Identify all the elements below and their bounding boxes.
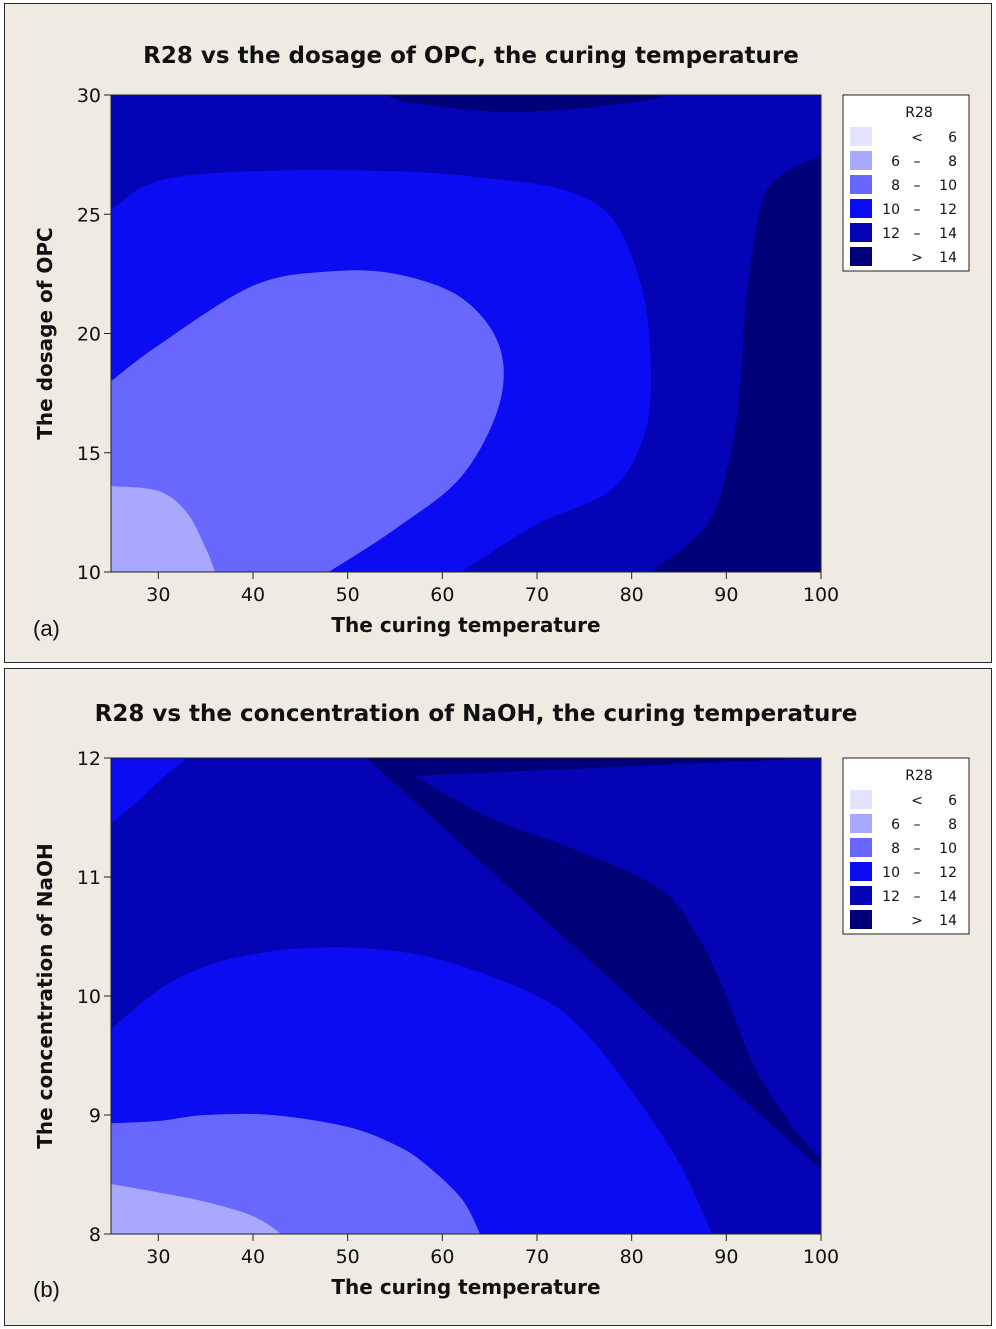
- chart-panel-a: R28 vs the dosage of OPC, the curing tem…: [4, 3, 992, 663]
- legend-low: 8: [891, 841, 900, 857]
- legend-high: 8: [948, 817, 957, 833]
- legend-high: 8: [948, 154, 957, 170]
- x-tick-label: 90: [714, 584, 738, 606]
- y-tick-label: 30: [77, 85, 101, 107]
- legend-operator: >: [911, 250, 923, 266]
- y-tick-label: 10: [77, 562, 101, 584]
- y-tick-label: 20: [77, 324, 101, 346]
- legend-low: 8: [891, 178, 900, 194]
- legend-swatch: [850, 862, 872, 881]
- legend-low: 6: [891, 817, 900, 833]
- legend-swatch: [850, 838, 872, 857]
- contour-region-level-5: [366, 758, 821, 1169]
- x-axis-label: The curing temperature: [331, 1275, 600, 1299]
- y-tick-label: 9: [89, 1105, 101, 1127]
- contour-region-level-1: [111, 1184, 282, 1234]
- legend-operator: –: [914, 154, 921, 170]
- chart-title: R28 vs the concentration of NaOH, the cu…: [95, 701, 858, 727]
- y-axis-label: The concentration of NaOH: [33, 843, 57, 1149]
- x-tick-label: 70: [525, 584, 549, 606]
- legend-operator: –: [914, 889, 921, 905]
- y-tick-label: 8: [89, 1224, 101, 1246]
- legend-high: 10: [939, 178, 957, 194]
- x-axis-label: The curing temperature: [331, 613, 600, 637]
- legend-high: 12: [939, 202, 957, 218]
- y-tick-label: 25: [77, 204, 101, 226]
- legend-operator: –: [914, 178, 921, 194]
- x-tick-label: 30: [146, 1246, 170, 1268]
- x-tick-label: 70: [525, 1246, 549, 1268]
- contour-regions: [111, 95, 821, 572]
- legend-high: 14: [939, 889, 957, 905]
- x-tick-label: 100: [803, 1246, 839, 1268]
- legend-swatch: [850, 814, 872, 833]
- x-tick-label: 100: [803, 584, 839, 606]
- x-tick-label: 60: [430, 584, 454, 606]
- legend-operator: –: [914, 226, 921, 242]
- legend-high: 14: [939, 226, 957, 242]
- y-axis-label: The dosage of OPC: [33, 227, 57, 439]
- legend-swatch: [850, 175, 872, 194]
- legend-operator: –: [914, 202, 921, 218]
- y-tick-label: 10: [77, 986, 101, 1008]
- legend-high: 6: [948, 130, 957, 146]
- legend-low: 12: [882, 226, 900, 242]
- contour-region-level-2: [111, 270, 504, 572]
- legend-high: 14: [939, 250, 957, 266]
- legend-swatch: [850, 127, 872, 146]
- contour-chart-b: R28 vs the concentration of NaOH, the cu…: [33, 701, 970, 1299]
- x-tick-label: 30: [146, 584, 170, 606]
- legend-operator: >: [911, 913, 923, 929]
- legend-swatch: [850, 886, 872, 905]
- legend-high: 10: [939, 841, 957, 857]
- contour-region-level-1: [111, 486, 216, 572]
- legend-low: 10: [882, 202, 900, 218]
- legend-title: R28: [905, 105, 933, 121]
- chart-title: R28 vs the dosage of OPC, the curing tem…: [143, 43, 799, 69]
- legend-high: 12: [939, 865, 957, 881]
- legend-swatch: [850, 910, 872, 929]
- contour-region-level-5: [385, 95, 661, 112]
- contour-region-level-3: [111, 758, 187, 824]
- legend-high: 6: [948, 793, 957, 809]
- x-tick-label: 50: [336, 1246, 360, 1268]
- x-tick-label: 50: [336, 584, 360, 606]
- legend-swatch: [850, 199, 872, 218]
- legend-operator: <: [911, 130, 923, 146]
- x-tick-label: 40: [241, 1246, 265, 1268]
- panel-label-a: (a): [33, 616, 60, 641]
- x-tick-label: 60: [430, 1246, 454, 1268]
- legend-swatch: [850, 151, 872, 170]
- contour-regions: [111, 758, 821, 1234]
- panel-label-b: (b): [33, 1277, 60, 1302]
- legend-low: 12: [882, 889, 900, 905]
- legend-operator: –: [914, 865, 921, 881]
- legend-title: R28: [905, 768, 933, 784]
- y-tick-label: 12: [77, 748, 101, 770]
- legend-operator: <: [911, 793, 923, 809]
- legend-operator: –: [914, 841, 921, 857]
- legend-low: 10: [882, 865, 900, 881]
- legend-high: 14: [939, 913, 957, 929]
- legend-swatch: [850, 247, 872, 266]
- x-tick-label: 80: [620, 584, 644, 606]
- chart-panel-b: R28 vs the concentration of NaOH, the cu…: [4, 668, 992, 1326]
- legend-swatch: [850, 790, 872, 809]
- x-tick-label: 90: [714, 1246, 738, 1268]
- legend-low: 6: [891, 154, 900, 170]
- y-tick-label: 15: [77, 443, 101, 465]
- contour-region-level-5: [650, 154, 821, 572]
- x-tick-label: 80: [620, 1246, 644, 1268]
- y-tick-label: 11: [77, 867, 101, 889]
- x-tick-label: 40: [241, 584, 265, 606]
- legend-swatch: [850, 223, 872, 242]
- legend-operator: –: [914, 817, 921, 833]
- contour-chart-a: R28 vs the dosage of OPC, the curing tem…: [33, 43, 970, 637]
